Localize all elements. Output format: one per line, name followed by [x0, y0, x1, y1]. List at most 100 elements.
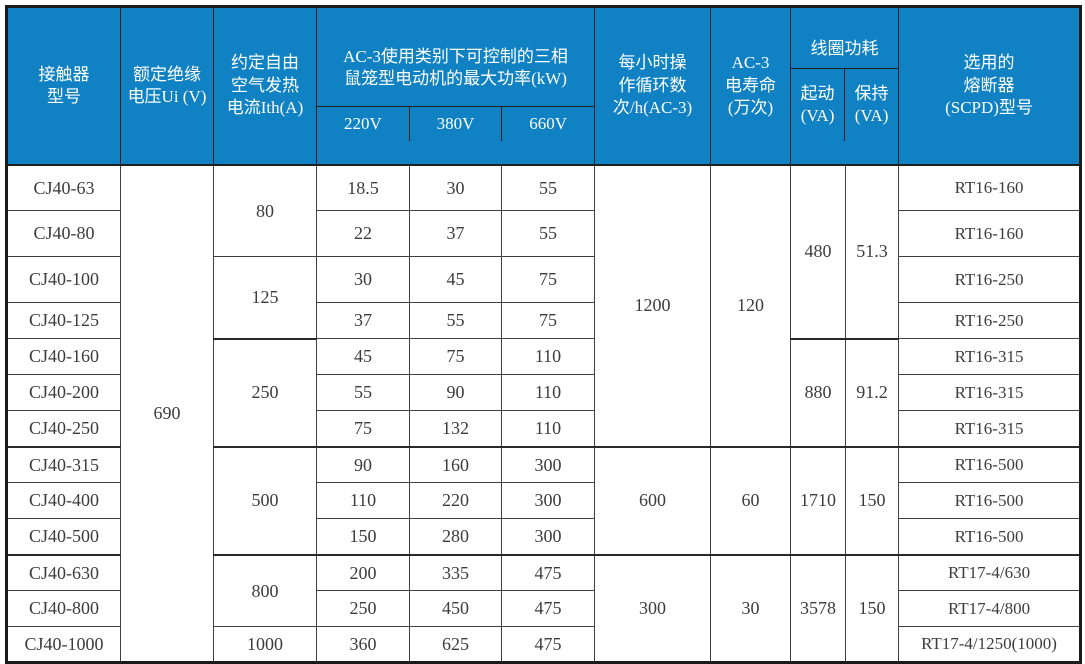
cell-kw-220: 18.5 [316, 164, 410, 212]
table-row: CJ40-100 125 30 45 75 RT16-250 [6, 256, 1082, 340]
cell-kw-220: 30 [316, 256, 410, 304]
cell-ops: 600 [594, 446, 712, 556]
max-power-group-title: AC-3使用类别下可控制的三相 鼠笼型电动机的最大功率(kW) [317, 30, 594, 108]
coil-power-group-title: 线圈功耗 [791, 30, 898, 70]
cell-model: CJ40-400 [6, 482, 121, 520]
cell-fuse: RT16-160 [898, 164, 1082, 212]
cell-fuse: RT17-4/630 [898, 554, 1082, 592]
cell-model: CJ40-80 [6, 210, 121, 258]
cell-kw-380: 90 [409, 374, 502, 412]
table-body: CJ40-63 690 80 18.5 30 55 1200 120 480 5… [6, 164, 1082, 664]
cell-model: CJ40-800 [6, 590, 121, 628]
cell-kw-660: 110 [500, 374, 596, 412]
cell-ui: 690 [120, 164, 214, 664]
header-fuse-type: 选用的 熔断器 (SCPD)型号 [898, 5, 1082, 166]
cell-model: CJ40-250 [6, 410, 121, 448]
table-row: CJ40-200 55 90 110 RT16-315 [6, 374, 1082, 412]
cell-model: CJ40-63 [6, 164, 121, 212]
cell-ops: 1200 [594, 164, 712, 448]
cell-fuse: RT16-160 [898, 210, 1082, 258]
cell-fuse: RT16-315 [898, 338, 1082, 376]
cell-kw-660: 75 [500, 256, 596, 304]
cell-ith: 500 [213, 446, 317, 556]
cell-kw-660: 55 [500, 164, 596, 212]
cell-fuse: RT16-500 [898, 446, 1082, 484]
cell-fuse: RT16-250 [898, 256, 1082, 304]
table-row: CJ40-500 150 280 300 RT16-500 [6, 518, 1082, 556]
cell-coil-hold: 91.2 [845, 338, 900, 448]
header-row: 接触器 型号 额定绝缘 电压Ui (V) 约定自由 空气发热 电流Ith(A) … [6, 5, 1082, 166]
max-power-subheaders: 220V 380V 660V [318, 107, 594, 142]
header-coil-power-group: 线圈功耗 起动 (VA) 保持 (VA) [790, 5, 900, 166]
cell-model: CJ40-125 [6, 302, 121, 340]
cell-model: CJ40-200 [6, 374, 121, 412]
cell-ith: 80 [213, 164, 317, 258]
subheader-380v: 380V [410, 107, 503, 142]
cell-kw-660: 300 [500, 446, 596, 484]
cell-kw-660: 475 [500, 626, 596, 664]
subheader-hold-va: 保持 (VA) [854, 84, 889, 126]
cell-kw-660: 475 [500, 590, 596, 628]
cell-coil-start: 1710 [790, 446, 847, 556]
cell-coil-start: 480 [790, 164, 847, 340]
table-row: CJ40-400 110 220 300 RT16-500 [6, 482, 1082, 520]
cell-fuse: RT17-4/800 [898, 590, 1082, 628]
cell-kw-660: 475 [500, 554, 596, 592]
cell-kw-220: 150 [316, 518, 410, 556]
table-row: CJ40-63 690 80 18.5 30 55 1200 120 480 5… [6, 164, 1082, 664]
cell-fuse: RT16-500 [898, 518, 1082, 556]
cell-fuse: RT16-315 [898, 374, 1082, 412]
max-power-group-wrap: AC-3使用类别下可控制的三相 鼠笼型电动机的最大功率(kW) 220V 380… [317, 30, 594, 142]
header-electrical-life: AC-3 电寿命 (万次) [710, 5, 792, 166]
coil-power-subheaders: 起动 (VA) 保持 (VA) [792, 69, 898, 142]
cell-ith: 250 [213, 338, 317, 448]
cell-kw-220: 37 [316, 302, 410, 340]
cell-ops: 300 [594, 554, 712, 664]
cell-ith: 800 [213, 554, 317, 628]
cell-kw-380: 75 [409, 338, 502, 376]
cell-coil-start: 880 [790, 338, 847, 448]
cell-fuse: RT16-500 [898, 482, 1082, 520]
cell-kw-220: 22 [316, 210, 410, 258]
cell-kw-220: 200 [316, 554, 410, 592]
cell-kw-220: 360 [316, 626, 410, 664]
subheader-220v: 220V [318, 107, 410, 142]
cell-ith: 125 [213, 256, 317, 340]
coil-power-group-wrap: 线圈功耗 起动 (VA) 保持 (VA) [791, 30, 898, 142]
cell-kw-380: 132 [409, 410, 502, 448]
cell-kw-380: 30 [409, 164, 502, 212]
cell-life: 30 [710, 554, 792, 664]
table-header: 接触器 型号 额定绝缘 电压Ui (V) 约定自由 空气发热 电流Ith(A) … [6, 5, 1082, 166]
cell-life: 60 [710, 446, 792, 556]
cell-kw-660: 110 [500, 410, 596, 448]
table-row: CJ40-80 22 37 55 RT16-160 [6, 210, 1082, 258]
cell-kw-220: 110 [316, 482, 410, 520]
cell-coil-start: 3578 [790, 554, 847, 664]
cell-model: CJ40-500 [6, 518, 121, 556]
header-contactor-model: 接触器 型号 [6, 5, 121, 166]
table-row: CJ40-250 75 132 110 RT16-315 [6, 410, 1082, 448]
cell-model: CJ40-315 [6, 446, 121, 484]
cell-model: CJ40-630 [6, 554, 121, 592]
header-rated-insulation-voltage: 额定绝缘 电压Ui (V) [120, 5, 214, 166]
cell-kw-380: 220 [409, 482, 502, 520]
cell-kw-380: 55 [409, 302, 502, 340]
table-row: CJ40-315 500 90 160 300 600 60 1710 150 … [6, 446, 1082, 556]
table-row: CJ40-160 250 45 75 110 880 91.2 RT16-315 [6, 338, 1082, 448]
contactor-spec-table: 接触器 型号 额定绝缘 电压Ui (V) 约定自由 空气发热 电流Ith(A) … [5, 5, 1083, 664]
cell-fuse: RT16-250 [898, 302, 1082, 340]
cell-coil-hold: 150 [845, 446, 900, 556]
header-max-power-group: AC-3使用类别下可控制的三相 鼠笼型电动机的最大功率(kW) 220V 380… [315, 5, 596, 166]
subheader-660v: 660V [529, 114, 568, 134]
cell-kw-380: 45 [409, 256, 502, 304]
cell-kw-220: 55 [316, 374, 410, 412]
header-ops-cycles: 每小时操 作循环数 次/h(AC-3) [594, 5, 712, 166]
cell-kw-660: 300 [500, 482, 596, 520]
page: 接触器 型号 额定绝缘 电压Ui (V) 约定自由 空气发热 电流Ith(A) … [5, 5, 1083, 664]
cell-fuse: RT17-4/1250(1000) [898, 626, 1082, 664]
cell-model: CJ40-100 [6, 256, 121, 304]
cell-ith: 1000 [213, 626, 317, 664]
cell-kw-660: 55 [500, 210, 596, 258]
cell-kw-380: 625 [409, 626, 502, 664]
subheader-start-va: 起动 (VA) [792, 69, 846, 142]
